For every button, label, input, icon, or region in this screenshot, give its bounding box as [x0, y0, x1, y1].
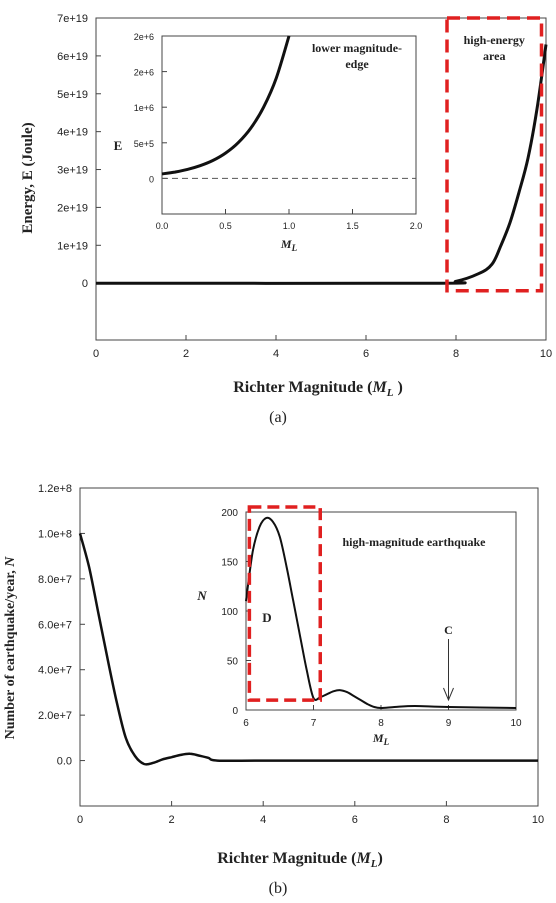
plot-a-ytick-label: 0	[82, 278, 88, 290]
caption-a: (a)	[269, 409, 287, 426]
inset-a-frame	[161, 35, 417, 215]
plot-a-frame	[95, 17, 547, 341]
plot-a-ytick-label: 1e+19	[57, 240, 88, 252]
plot-a-ytick-label: 2e+19	[57, 202, 88, 214]
inset-b-xtick-label: 9	[446, 718, 452, 729]
inset-a-x-label-sub: L	[291, 243, 298, 253]
inset-b-count-curve	[245, 516, 517, 710]
high-energy-label-line1: high-energy	[464, 33, 525, 47]
inset-b-ytick-label: 0	[232, 706, 238, 717]
plot-b-frame	[79, 487, 539, 807]
plot-a-xtick-label: 6	[363, 348, 369, 360]
plot-b-ytick-label: 8.0e+7	[38, 574, 72, 586]
plot-a-xtick-label: 8	[453, 348, 459, 360]
point-c-arrow-head	[443, 687, 454, 702]
region-d-box	[247, 505, 322, 702]
plot-b-xtick-label: 0	[77, 814, 83, 826]
plot-b-y-label-var: N	[3, 556, 18, 568]
inset-b-ytick-label: 200	[221, 508, 238, 519]
inset-a-ytick-label: 1e+6	[134, 103, 154, 113]
plot-a-ytick-label: 4e+19	[57, 127, 88, 139]
inset-b-xtick-label: 8	[378, 718, 384, 729]
inset-b-xtick-label: 6	[243, 718, 249, 729]
plot-a-ytick-label: 6e+19	[57, 51, 88, 63]
inset-b-xtick-label: 10	[510, 718, 522, 729]
plot-b-ytick-label: 2.0e+7	[38, 710, 72, 722]
lower-edge-label-line2: edge	[345, 57, 369, 71]
inset-b-ytick-label: 50	[227, 657, 239, 668]
inset-b-x-label: ML	[372, 731, 390, 747]
high-energy-area-box	[445, 16, 544, 293]
plot-b-ytick-label: 1.0e+8	[38, 528, 72, 540]
inset-a-x-label-var: M	[280, 237, 292, 251]
plot-b-y-axis: 0.0 2.0e+7 4.0e+7 6.0e+7 8.0e+7 1.0e+8 1.2e+8	[38, 483, 85, 768]
plot-b-ytick-label: 6.0e+7	[38, 619, 72, 631]
plot-a-x-label-var: M	[371, 379, 387, 396]
plot-b-x-label-var: M	[355, 850, 371, 867]
plot-a-x-label-close: )	[393, 379, 402, 396]
plot-b-x-axis: 0 2 4 6 8 10	[77, 801, 544, 826]
inset-a-xtick-label: 2.0	[410, 221, 423, 231]
inset-b-x-axis: 6 7 8 9 10	[243, 705, 522, 729]
plot-b-xtick-label: 6	[352, 814, 358, 826]
point-c-label: C	[444, 623, 453, 637]
inset-a-y-label: E	[114, 138, 123, 153]
high-energy-label-line2: area	[483, 49, 505, 63]
plot-a-x-label: Richter Magnitude (ML )	[233, 379, 403, 399]
plot-b-xtick-label: 10	[532, 814, 544, 826]
plot-b-ytick-label: 0.0	[57, 756, 72, 768]
inset-a-xtick-label: 0.5	[219, 221, 232, 231]
plot-a-xtick-label: 4	[273, 348, 279, 360]
plot-a-energy-curve	[95, 44, 548, 285]
plot-b-x-label: Richter Magnitude (ML)	[217, 850, 383, 870]
inset-b-xtick-label: 7	[311, 718, 317, 729]
panel-a: 0 1e+19 2e+19 3e+19 4e+19 5e+19 6e+19 7e+19 0 2 4…	[20, 13, 552, 426]
plot-a-xtick-label: 0	[93, 348, 99, 360]
plot-a-ytick-label: 7e+19	[57, 13, 88, 25]
inset-a-xtick-label: 1.0	[283, 221, 296, 231]
plot-b-y-label-text: Number of earthquake/year,	[3, 567, 18, 740]
plot-b-y-label: Number of earthquake/year, N	[3, 556, 18, 740]
inset-a-x-axis: 0.0 0.5 1.0 1.5 2.0	[156, 209, 423, 231]
inset-a-x-label: ML	[280, 237, 298, 253]
inset-a-ytick-label: 0	[149, 174, 154, 184]
plot-a-y-label: Energy, E (Joule)	[20, 122, 36, 233]
inset-a-xtick-label: 0.0	[156, 221, 169, 231]
plot-b-ytick-label: 4.0e+7	[38, 665, 72, 677]
region-d-label: D	[262, 610, 271, 625]
plot-b-x-label-close: )	[377, 850, 382, 867]
inset-a-xtick-label: 1.5	[346, 221, 359, 231]
plot-a-xtick-label: 10	[540, 348, 552, 360]
plot-b-ytick-label: 1.2e+8	[38, 483, 72, 495]
lower-edge-label-line1: lower magnitude-	[312, 41, 402, 55]
plot-b-xtick-label: 8	[443, 814, 449, 826]
plot-a-y-axis: 0 1e+19 2e+19 3e+19 4e+19 5e+19 6e+19 7e+19	[57, 13, 101, 290]
plot-b-count-curve	[78, 533, 539, 766]
inset-b-frame	[245, 511, 517, 711]
inset-a-ytick-label: 2e+6	[134, 68, 154, 78]
plot-a-x-label-sub: L	[386, 387, 394, 399]
inset-a-energy-curve	[161, 35, 291, 176]
inset-b-ytick-label: 150	[221, 558, 238, 569]
plot-b-xtick-label: 2	[169, 814, 175, 826]
plot-a-xtick-label: 2	[183, 348, 189, 360]
plot-a-x-label-text: Richter Magnitude (	[233, 379, 372, 396]
plot-b-x-label-sub: L	[370, 858, 378, 870]
plot-b-xtick-label: 4	[260, 814, 266, 826]
plot-a-ytick-label: 5e+19	[57, 89, 88, 101]
inset-a-ytick-label: 5e+5	[134, 139, 154, 149]
plot-b-x-label-text: Richter Magnitude (	[217, 850, 356, 867]
inset-b-x-label-var: M	[372, 731, 384, 745]
caption-b: (b)	[269, 880, 288, 897]
plot-a-x-axis: 0 2 4 6 8 10	[93, 335, 552, 360]
inset-b-title: high-magnitude earthquake	[342, 535, 486, 549]
plot-a-ytick-label: 3e+19	[57, 165, 88, 177]
inset-b-x-label-sub: L	[383, 737, 390, 747]
panel-b: 0.02.0e+74.0e+76.0e+78.0e+71.0e+81.2e+8 …	[3, 483, 544, 897]
inset-a-ytick-label: 2e+6	[134, 32, 154, 42]
inset-b-y-label: N	[196, 588, 207, 603]
inset-b-ytick-label: 100	[221, 607, 238, 618]
point-c-arrow	[443, 639, 454, 702]
